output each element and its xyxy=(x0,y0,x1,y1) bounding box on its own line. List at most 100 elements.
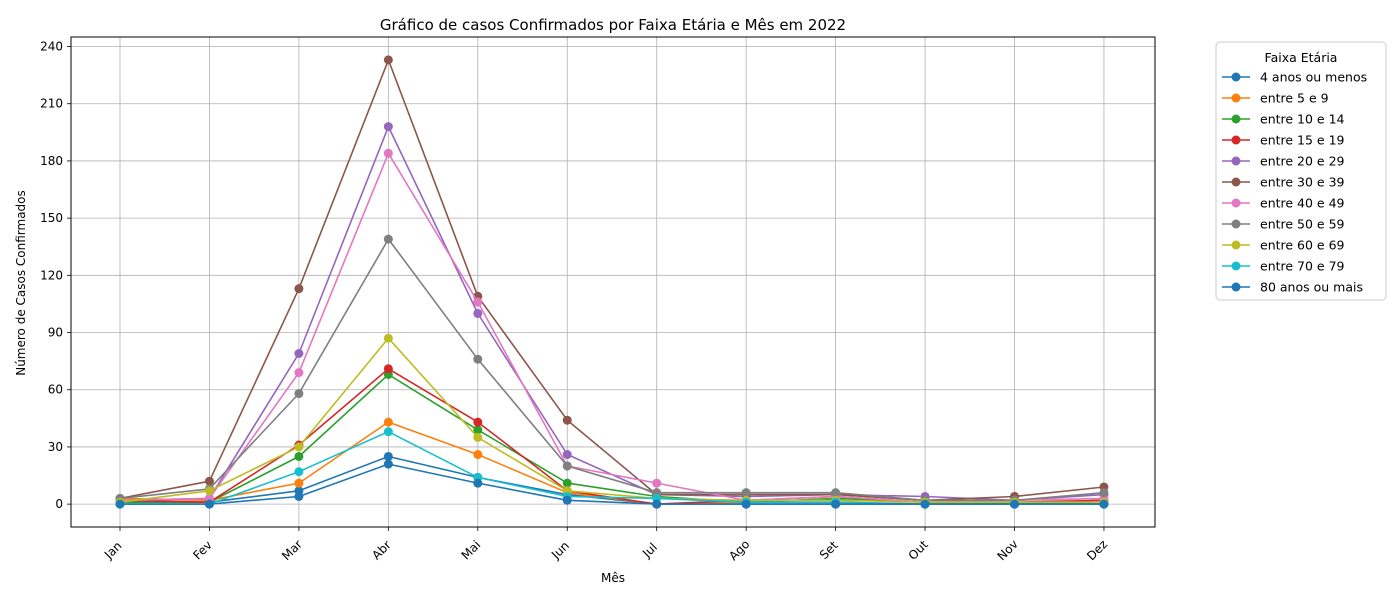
legend-item: 80 anos ou mais xyxy=(1222,280,1363,295)
data-point xyxy=(204,486,214,496)
y-tick-label: 0 xyxy=(55,497,63,511)
y-tick-label: 180 xyxy=(40,154,63,168)
legend-item: entre 15 e 19 xyxy=(1222,133,1345,148)
legend-item: entre 70 e 79 xyxy=(1222,259,1345,274)
x-axis-ticks: Jan Fev Mar Abr Mai Jun Jul Ago Set Out Nov Dez xyxy=(101,527,1110,563)
series-line xyxy=(119,125,1105,502)
y-tick-label: 30 xyxy=(48,440,63,454)
data-point xyxy=(562,495,572,505)
data-point xyxy=(1099,488,1109,498)
data-point xyxy=(383,234,393,244)
x-tick-label: Fev xyxy=(190,538,215,563)
data-point xyxy=(741,499,751,509)
y-axis-label: Número de Casos Confirmados xyxy=(14,190,28,376)
chart-title: Gráfico de casos Confirmados por Faixa E… xyxy=(380,16,846,34)
x-tick-label: Ago xyxy=(726,537,752,563)
x-tick-label: Jan xyxy=(101,539,125,563)
data-point xyxy=(831,499,841,509)
x-tick-label: Dez xyxy=(1084,537,1110,563)
y-tick-label: 120 xyxy=(40,268,63,282)
x-tick-label: Nov xyxy=(994,537,1020,563)
data-point xyxy=(383,364,393,374)
x-tick-label: Abr xyxy=(369,538,394,563)
data-point xyxy=(473,425,483,435)
legend-marker xyxy=(1231,261,1241,271)
data-point xyxy=(294,284,304,294)
series-4 xyxy=(115,364,1109,509)
x-tick-label: Jul xyxy=(639,540,660,561)
data-point xyxy=(562,450,572,460)
series-line xyxy=(120,430,1104,505)
legend-label: entre 15 e 19 xyxy=(1260,133,1345,148)
series-6 xyxy=(115,55,1109,505)
data-point xyxy=(473,417,483,427)
data-point xyxy=(920,499,930,509)
legend-marker xyxy=(1231,114,1241,124)
legend-label: entre 50 e 59 xyxy=(1260,217,1345,232)
legend-marker xyxy=(1231,156,1241,166)
plot-area xyxy=(70,36,1156,528)
data-point xyxy=(473,354,483,364)
data-point xyxy=(383,459,393,469)
legend-item: entre 50 e 59 xyxy=(1222,217,1345,232)
series-11 xyxy=(115,459,1109,509)
legend-label: entre 70 e 79 xyxy=(1260,259,1345,274)
legend-label: entre 5 e 9 xyxy=(1260,91,1329,106)
legend-label: entre 10 e 14 xyxy=(1260,112,1345,127)
data-point xyxy=(562,478,572,488)
series-line xyxy=(120,373,1105,505)
legend-title: Faixa Etária xyxy=(1265,50,1338,65)
data-point xyxy=(115,499,125,509)
data-point xyxy=(383,122,393,132)
legend-marker xyxy=(1231,177,1241,187)
data-point xyxy=(652,499,662,509)
legend-marker xyxy=(1231,219,1241,229)
x-tick-label: Mai xyxy=(459,538,484,563)
data-point xyxy=(294,389,304,399)
legend-item: entre 5 e 9 xyxy=(1222,91,1329,106)
series-line xyxy=(119,152,1105,504)
legend-marker xyxy=(1231,240,1241,250)
grid xyxy=(71,37,1155,527)
legend-marker xyxy=(1231,198,1241,208)
data-point xyxy=(473,450,483,460)
x-tick-label: Set xyxy=(817,538,841,562)
legend-marker xyxy=(1231,72,1241,82)
data-point xyxy=(562,415,572,425)
data-point xyxy=(1099,499,1109,509)
legend-marker xyxy=(1231,135,1241,145)
legend-item: entre 10 e 14 xyxy=(1222,112,1345,127)
data-point xyxy=(741,488,751,498)
y-tick-label: 150 xyxy=(40,211,63,225)
legend-item: entre 30 e 39 xyxy=(1222,175,1345,190)
y-tick-label: 240 xyxy=(40,40,63,54)
series-3 xyxy=(115,369,1109,509)
legend-item: 4 anos ou menos xyxy=(1222,70,1367,85)
data-point xyxy=(294,467,304,477)
series-line xyxy=(119,59,1105,502)
legend-item: entre 20 e 29 xyxy=(1222,154,1345,169)
x-tick-label: Out xyxy=(906,537,931,562)
data-point xyxy=(383,427,393,437)
data-point xyxy=(383,55,393,65)
data-point xyxy=(294,368,304,378)
series-layer xyxy=(115,55,1109,509)
data-point xyxy=(204,476,214,486)
legend-items: 4 anos ou menos entre 5 e 9 entre 10 e 14 e… xyxy=(1222,70,1367,295)
data-point xyxy=(473,478,483,488)
legend-label: entre 20 e 29 xyxy=(1260,154,1345,169)
legend-item: entre 40 e 49 xyxy=(1222,196,1345,211)
data-point xyxy=(294,478,304,488)
legend: Faixa Etária 4 anos ou menos entre 5 e 9 e… xyxy=(1215,41,1387,301)
y-tick-label: 60 xyxy=(48,383,63,397)
data-point xyxy=(294,442,304,452)
data-point xyxy=(204,499,214,509)
legend-label: entre 30 e 39 xyxy=(1260,175,1345,190)
data-point xyxy=(383,333,393,343)
data-point xyxy=(294,451,304,461)
data-point xyxy=(294,348,304,358)
x-tick-label: Jun xyxy=(548,539,572,563)
legend-frame xyxy=(1215,41,1387,301)
data-point xyxy=(383,148,393,158)
legend-marker xyxy=(1231,282,1241,292)
